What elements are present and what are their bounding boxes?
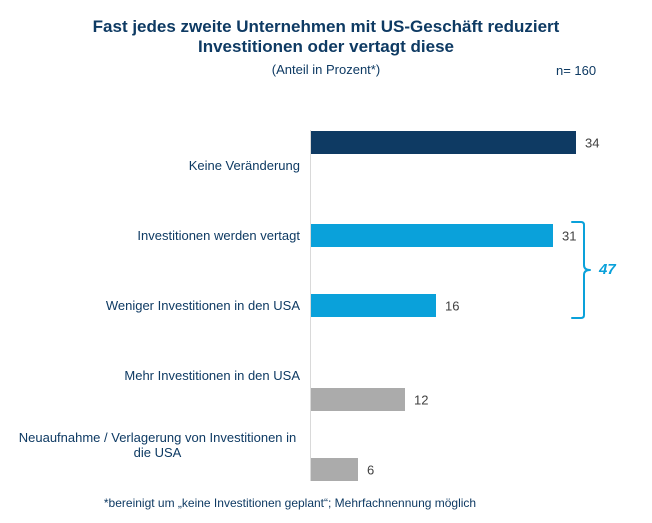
category-label: Investitionen werden vertagt <box>137 227 300 243</box>
bar-value-label: 16 <box>445 298 460 313</box>
group-bracket-path <box>571 221 591 319</box>
bar-value-label: 34 <box>585 135 600 150</box>
page-title-line2: Investitionen oder vertagt diese <box>197 37 454 56</box>
bar <box>311 131 576 154</box>
bar-value-label: 12 <box>414 392 429 407</box>
chart-row: Neuaufnahme / Verlagerung von Investitio… <box>0 410 652 481</box>
category-label: Weniger Investitionen in den USA <box>105 297 300 313</box>
page-title: Fast jedes zweite Unternehmen mit US-Ges… <box>0 17 652 57</box>
chart-row: Mehr Investitionen in den USA 12 <box>0 340 652 411</box>
y-axis-line <box>310 130 311 481</box>
sample-size-label: n= 160 <box>556 63 597 78</box>
page-title-line1: Fast jedes zweite Unternehmen mit US-Ges… <box>92 17 560 36</box>
chart-subtitle: (Anteil in Prozent*) <box>271 62 381 77</box>
bar <box>311 224 553 247</box>
bar <box>311 294 436 317</box>
footnote: *bereinigt um „keine Investitionen gepla… <box>103 496 477 510</box>
bar-value-label: 31 <box>562 228 577 243</box>
bar <box>311 458 358 481</box>
category-label: Neuaufnahme / Verlagerung von Investitio… <box>18 430 297 460</box>
category-label: Mehr Investitionen in den USA <box>124 367 300 383</box>
chart-row: Weniger Investitionen in den USA 16 <box>0 270 652 340</box>
chart-row: Keine Veränderung 34 <box>0 130 652 200</box>
group-bracket <box>571 221 591 319</box>
bar <box>311 388 405 411</box>
chart-row: Investitionen werden vertagt 31 <box>0 200 652 270</box>
category-label: Keine Veränderung <box>188 157 300 173</box>
bar-value-label: 6 <box>367 462 375 477</box>
bracket-sum-label: 47 <box>599 261 616 278</box>
